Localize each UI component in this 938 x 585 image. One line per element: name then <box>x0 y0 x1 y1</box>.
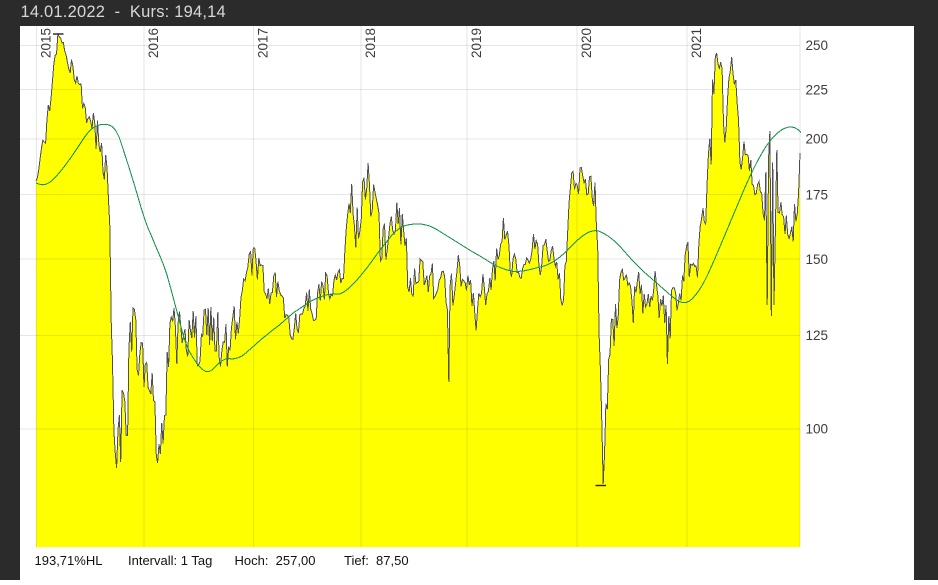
svg-text:200: 200 <box>806 132 829 147</box>
svg-text:2020: 2020 <box>579 28 594 58</box>
svg-text:150: 150 <box>806 252 829 267</box>
svg-text:100: 100 <box>806 422 829 437</box>
svg-text:2016: 2016 <box>146 28 161 58</box>
svg-text:225: 225 <box>806 82 829 97</box>
svg-text:2021: 2021 <box>689 28 704 58</box>
svg-text:2017: 2017 <box>255 28 270 58</box>
svg-text:2018: 2018 <box>363 28 378 58</box>
svg-text:2019: 2019 <box>469 28 484 58</box>
svg-text:175: 175 <box>806 187 829 202</box>
svg-text:250: 250 <box>806 38 829 53</box>
svg-text:125: 125 <box>806 328 829 343</box>
svg-text:2015: 2015 <box>38 28 53 58</box>
